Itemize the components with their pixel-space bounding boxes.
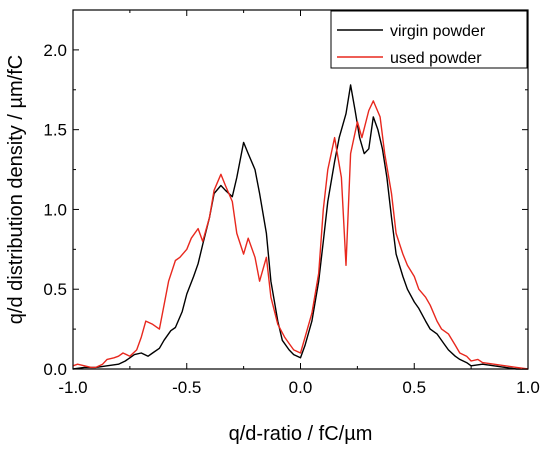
x-tick-label: 0.0: [289, 378, 313, 397]
y-tick-label: 1.0: [43, 200, 67, 219]
legend-label-virgin-powder: virgin powder: [390, 23, 486, 40]
legend-box: [330, 10, 528, 69]
x-tick-label: -1.0: [58, 378, 87, 397]
ticks-layer: -1.0 -0.5 0.0 0.5 1.0 0.0 0.5 1.0 1.5 2.0: [43, 9, 540, 397]
x-axis-title: q/d-ratio / fC/µm: [229, 423, 373, 445]
series-line-virgin-powder: [72, 84, 528, 370]
y-tick-label: 0.0: [43, 360, 67, 379]
series-line-used-powder: [72, 100, 529, 370]
legend: virgin powder used powder: [330, 10, 528, 69]
y-tick-label: 2.0: [43, 41, 67, 60]
y-tick-label: 1.5: [43, 121, 67, 140]
x-tick-label: -0.5: [172, 378, 201, 397]
series-layer: [72, 84, 529, 370]
plot-area: -1.0 -0.5 0.0 0.5 1.0 0.0 0.5 1.0 1.5 2.0: [43, 9, 540, 397]
y-axis-title: q/d distribution density / µm/fC: [5, 55, 27, 324]
x-tick-label: 0.5: [402, 378, 426, 397]
y-tick-label: 0.5: [43, 280, 67, 299]
x-tick-label: 1.0: [516, 378, 540, 397]
legend-label-used-powder: used powder: [390, 50, 482, 67]
